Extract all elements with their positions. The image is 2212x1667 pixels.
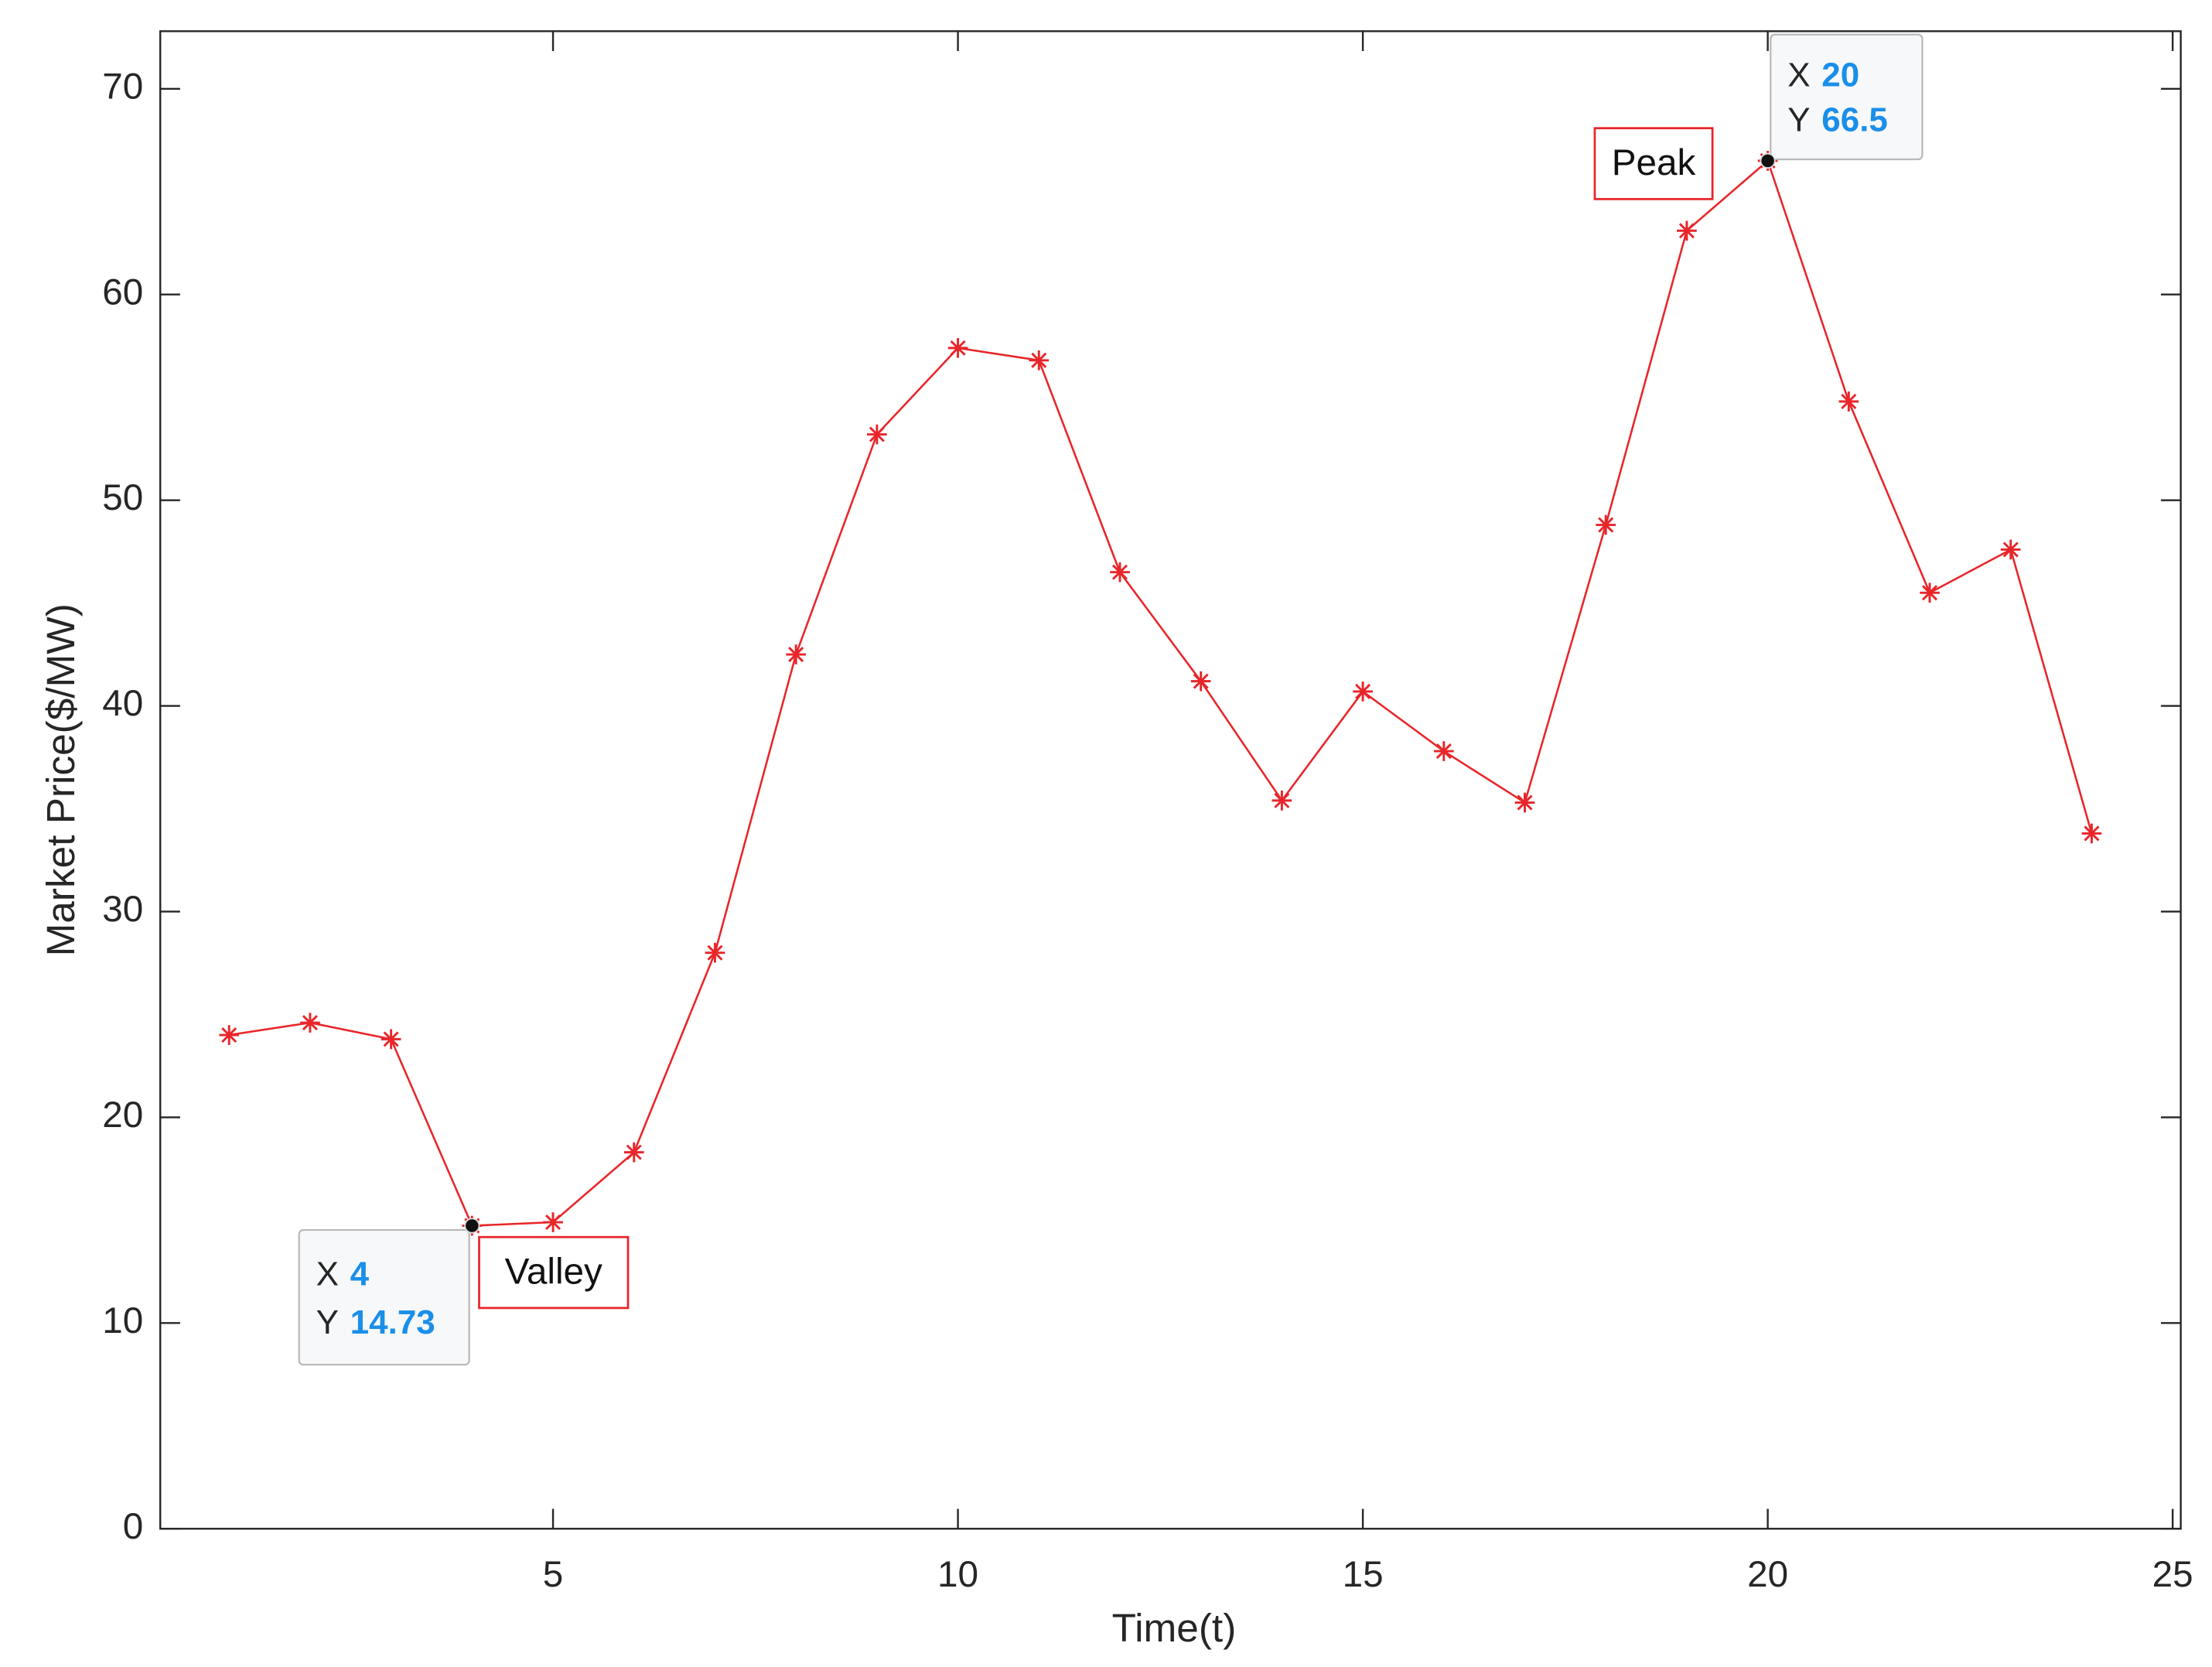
x-tick-label: 5 (543, 1554, 564, 1595)
annotation-label: Peak (1612, 142, 1696, 183)
datatip: X 20 Y 66.5 Peak (1593, 33, 1924, 200)
data-marker (1677, 220, 1697, 241)
datatip-y-value: 66.5 (1821, 101, 1888, 138)
data-marker (1110, 562, 1130, 582)
datatip-x-label: X (1787, 56, 1810, 94)
data-marker (300, 1013, 320, 1033)
series-line (229, 159, 2093, 1227)
y-tick-label: 60 (102, 272, 143, 313)
y-tick-label: 10 (102, 1300, 143, 1341)
data-marker (1190, 671, 1211, 692)
data-marker (1596, 514, 1616, 535)
x-axis-label: Time(t) (1112, 1606, 1237, 1650)
data-marker (2081, 823, 2102, 844)
datatip-point (464, 1218, 480, 1234)
datatip-y-label: Y (1787, 101, 1810, 138)
data-marker (623, 1142, 644, 1163)
x-tick-label: 25 (2152, 1554, 2193, 1595)
datatip-x-value: 4 (350, 1255, 370, 1293)
data-marker (219, 1025, 240, 1045)
y-tick-label: 50 (102, 477, 143, 518)
annotation-label: Valley (505, 1251, 602, 1292)
datatip-x-label: X (316, 1255, 339, 1293)
datatip-y-label: Y (316, 1303, 339, 1341)
data-marker (786, 644, 806, 664)
data-marker (947, 338, 968, 358)
y-tick-label: 0 (123, 1506, 144, 1547)
x-tick-label: 10 (937, 1554, 978, 1595)
data-marker (1433, 741, 1454, 761)
data-marker (1514, 792, 1535, 813)
annotation-box (478, 1235, 630, 1310)
y-tick-label: 30 (102, 889, 143, 930)
datatip-y: Y 66.5 (1787, 101, 1888, 138)
data-marker (705, 942, 725, 963)
y-tick-label: 40 (102, 683, 143, 724)
x-tick-label: 15 (1343, 1554, 1384, 1595)
y-tick-label: 20 (102, 1095, 143, 1136)
data-marker (381, 1029, 401, 1050)
datatip-y-value: 14.73 (350, 1303, 435, 1341)
data-marker (867, 424, 887, 445)
datatip-point (1760, 152, 1776, 169)
y-tick-label: 70 (102, 66, 143, 107)
data-marker (1353, 681, 1373, 702)
data-marker (543, 1212, 563, 1232)
x-tick-label: 20 (1747, 1554, 1788, 1595)
data-marker (2000, 539, 2021, 560)
y-axis-label: Market Price($/MW) (39, 603, 83, 956)
data-marker (1920, 582, 1940, 603)
datatip-y: Y 14.73 (316, 1303, 435, 1341)
datatip-x-value: 20 (1821, 56, 1859, 94)
data-marker (1272, 791, 1292, 811)
datatip-box (1770, 33, 1924, 161)
data-marker (1029, 350, 1050, 371)
data-marker (1838, 391, 1859, 412)
datatip-x: X 20 (1787, 56, 1859, 94)
plot-box (159, 30, 2182, 1530)
datatip-box (298, 1228, 470, 1366)
annotation-box (1593, 127, 1714, 200)
